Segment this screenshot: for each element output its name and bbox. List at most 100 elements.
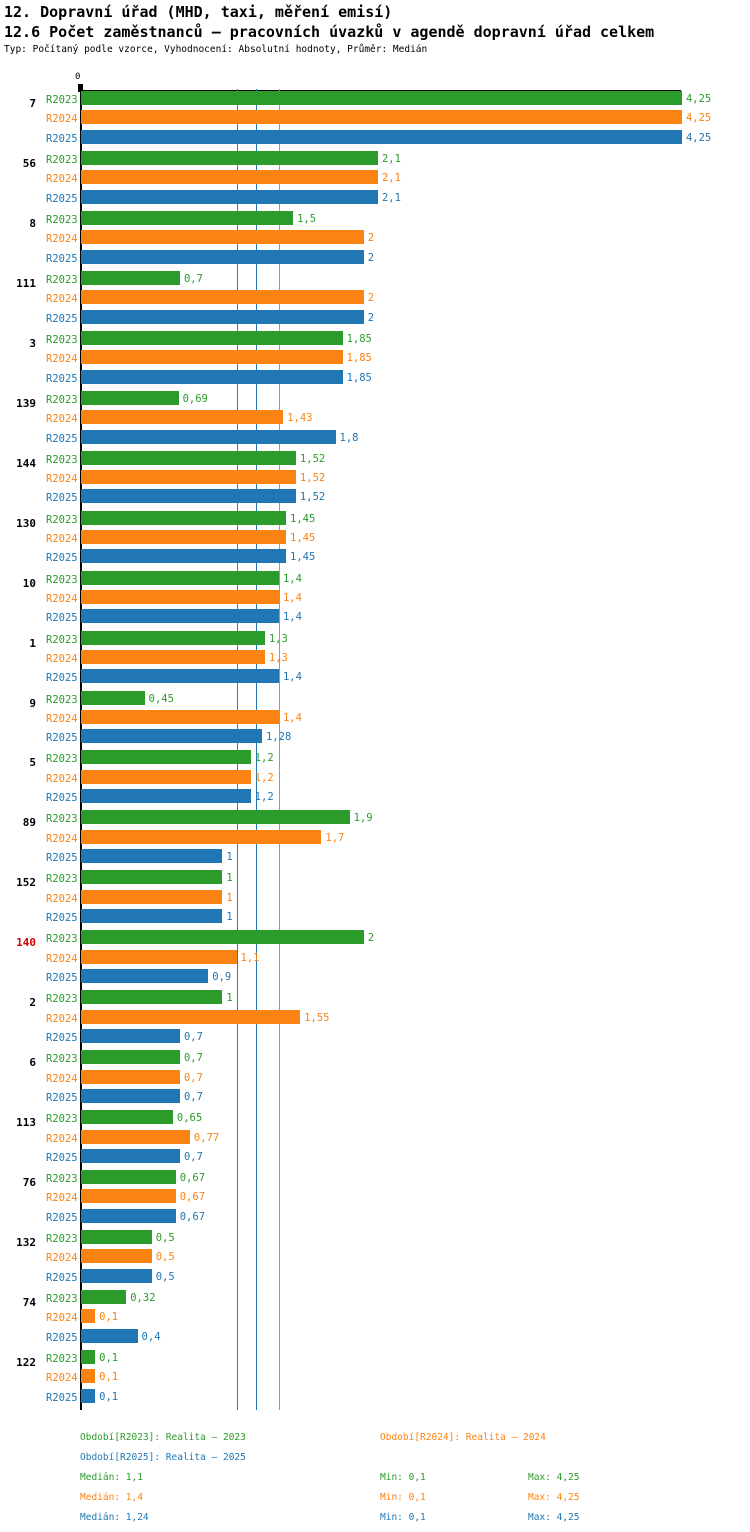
bar-row[interactable]: R2025 1,4 [0, 609, 750, 628]
bar-row[interactable]: R2025 0,7 [0, 1148, 750, 1168]
bar-group[interactable]: 8 R2023 1,5 R2024 2 R2025 2 [0, 210, 750, 271]
bar-row[interactable]: R2025 0,4 [0, 1328, 750, 1348]
bar-row[interactable]: R2025 0,67 [0, 1208, 750, 1228]
bar[interactable] [81, 450, 296, 465]
bar[interactable] [81, 789, 251, 804]
bar-row[interactable]: R2025 2,1 [0, 189, 750, 209]
bar-row[interactable]: R2023 2 [0, 930, 750, 949]
bar-row[interactable]: R2024 1,4 [0, 709, 750, 729]
bar[interactable] [81, 1129, 190, 1144]
bar-group[interactable]: 74 R2023 0,32 R2024 0,1 R2025 0,4 [0, 1290, 750, 1350]
bar-row[interactable]: R2023 1,52 [0, 450, 750, 470]
bar[interactable] [81, 1268, 152, 1283]
bar[interactable] [81, 489, 296, 504]
bar[interactable] [81, 309, 364, 324]
bar-group[interactable]: 56 R2023 2,1 R2024 2,1 R2025 2,1 [0, 150, 750, 211]
bar[interactable] [81, 589, 279, 604]
bar[interactable] [81, 1230, 152, 1245]
bar[interactable] [81, 1208, 176, 1223]
bar-row[interactable]: R2024 0,1 [0, 1309, 750, 1328]
bar[interactable] [81, 669, 279, 684]
bar-row[interactable]: R2025 1 [0, 849, 750, 868]
bar[interactable] [81, 210, 294, 225]
bar-row[interactable]: R2025 0,5 [0, 1268, 750, 1288]
bar[interactable] [81, 510, 287, 525]
bar-row[interactable]: R2025 2 [0, 249, 750, 269]
bar[interactable] [81, 1110, 173, 1125]
bar[interactable] [81, 930, 364, 945]
bar-row[interactable]: R2024 1,43 [0, 410, 750, 429]
bar-row[interactable]: R2025 1,2 [0, 789, 750, 808]
bar[interactable] [81, 350, 343, 365]
bar-group[interactable]: 111 R2023 0,7 R2024 2 R2025 2 [0, 270, 750, 331]
bar-row[interactable]: R2023 0,5 [0, 1230, 750, 1249]
bar-row[interactable]: R2024 1,55 [0, 1009, 750, 1029]
bar[interactable] [81, 909, 223, 924]
bar[interactable] [81, 1388, 96, 1403]
bar-row[interactable]: R2023 0,7 [0, 270, 750, 290]
bar[interactable] [81, 429, 336, 444]
bar-group[interactable]: 152 R2023 1 R2024 1 R2025 1 [0, 870, 750, 930]
bar-row[interactable]: R2024 1,3 [0, 649, 750, 669]
bar[interactable] [81, 410, 284, 425]
bar[interactable] [81, 889, 223, 904]
bar-row[interactable]: R2024 0,7 [0, 1069, 750, 1089]
bar-group[interactable]: 122 R2023 0,1 R2024 0,1 R2025 0,1 [0, 1349, 750, 1410]
bar-row[interactable]: R2024 0,5 [0, 1249, 750, 1268]
bar[interactable] [81, 150, 378, 165]
bar[interactable] [81, 690, 145, 705]
bar-group[interactable]: 113 R2023 0,65 R2024 0,77 R2025 0,7 [0, 1110, 750, 1170]
bar[interactable] [81, 709, 279, 724]
bar[interactable] [81, 1349, 96, 1364]
bar[interactable] [81, 230, 364, 245]
bar[interactable] [81, 1029, 180, 1044]
bar-row[interactable]: R2024 2 [0, 230, 750, 249]
bar[interactable] [81, 369, 343, 384]
bar[interactable] [81, 549, 287, 564]
bar-row[interactable]: R2025 0,9 [0, 969, 750, 988]
bar-row[interactable]: R2023 1,85 [0, 330, 750, 350]
bar-row[interactable]: R2024 4,25 [0, 110, 750, 129]
bar-row[interactable]: R2023 0,69 [0, 390, 750, 410]
bar[interactable] [81, 1290, 127, 1304]
bar[interactable] [81, 609, 279, 624]
bar-row[interactable]: R2025 2 [0, 309, 750, 329]
bar-row[interactable]: R2024 0,77 [0, 1129, 750, 1149]
bar-row[interactable]: R2025 1,4 [0, 669, 750, 688]
bar-group[interactable]: 7 R2023 4,25 R2024 4,25 R2025 4,25 [0, 91, 750, 151]
bar-row[interactable]: R2025 1,85 [0, 369, 750, 389]
bar[interactable] [81, 949, 237, 964]
bar-group[interactable]: 1 R2023 1,3 R2024 1,3 R2025 1,4 [0, 630, 750, 691]
bar-row[interactable]: R2024 1,2 [0, 769, 750, 789]
bar[interactable] [81, 1328, 138, 1343]
bar[interactable] [81, 1369, 96, 1384]
bar[interactable] [81, 990, 223, 1005]
bar[interactable] [81, 1009, 301, 1024]
bar-group[interactable]: 3 R2023 1,85 R2024 1,85 R2025 1,85 [0, 330, 750, 391]
bar[interactable] [81, 810, 350, 825]
bar-row[interactable]: R2023 1,2 [0, 750, 750, 769]
bar-row[interactable]: R2025 1 [0, 909, 750, 928]
bar-group[interactable]: 144 R2023 1,52 R2024 1,52 R2025 1,52 [0, 450, 750, 511]
bar-row[interactable]: R2023 0,1 [0, 1349, 750, 1369]
bar-row[interactable]: R2024 1,45 [0, 530, 750, 549]
bar[interactable] [81, 1050, 180, 1065]
bar-row[interactable]: R2025 1,45 [0, 549, 750, 568]
bar-row[interactable]: R2025 0,7 [0, 1029, 750, 1048]
bar[interactable] [81, 570, 279, 585]
bar-row[interactable]: R2023 4,25 [0, 91, 750, 110]
bar-row[interactable]: R2024 0,67 [0, 1189, 750, 1208]
bar-row[interactable]: R2024 1,52 [0, 470, 750, 489]
bar[interactable] [81, 729, 262, 744]
bar[interactable] [81, 1309, 96, 1324]
bar-row[interactable]: R2023 0,67 [0, 1170, 750, 1189]
bar-row[interactable]: R2024 2 [0, 290, 750, 309]
bar[interactable] [81, 1189, 176, 1204]
bar-row[interactable]: R2023 1 [0, 990, 750, 1009]
bar-group[interactable]: 139 R2023 0,69 R2024 1,43 R2025 1,8 [0, 390, 750, 451]
bar-row[interactable]: R2024 1,85 [0, 350, 750, 369]
bar-row[interactable]: R2023 1,3 [0, 630, 750, 650]
bar[interactable] [81, 829, 322, 844]
bar[interactable] [81, 870, 223, 885]
bar[interactable] [81, 1249, 152, 1264]
